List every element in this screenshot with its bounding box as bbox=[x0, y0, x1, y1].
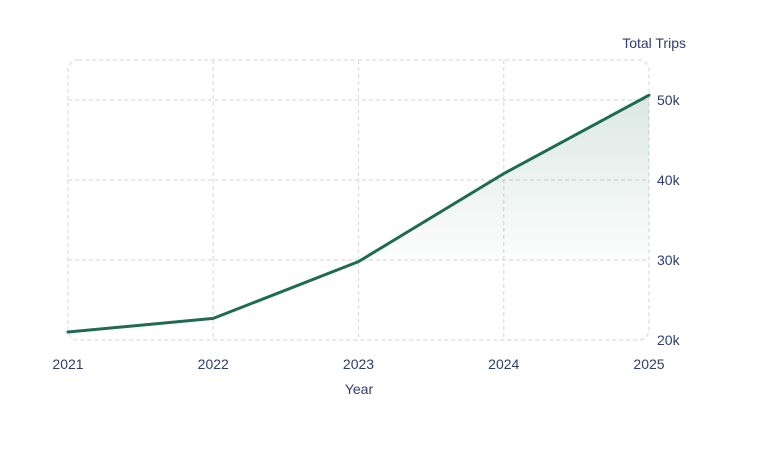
y-tick-label: 30k bbox=[657, 252, 681, 268]
x-tick-label: 2021 bbox=[52, 356, 83, 372]
y-tick-label: 40k bbox=[657, 172, 681, 188]
series-line bbox=[66, 93, 651, 334]
y-tick-label: 50k bbox=[657, 92, 681, 108]
x-tick-label: 2023 bbox=[343, 356, 374, 372]
x-axis-ticks: 2021 2022 2023 2024 2025 bbox=[52, 356, 664, 372]
x-tick-label: 2024 bbox=[488, 356, 519, 372]
x-tick-label: 2022 bbox=[198, 356, 229, 372]
y-axis-ticks: 20k 30k 40k 50k bbox=[657, 92, 681, 348]
x-tick-label: 2025 bbox=[633, 356, 664, 372]
y-tick-label: 20k bbox=[657, 332, 681, 348]
x-axis-title: Year bbox=[345, 381, 374, 397]
shaded-area bbox=[358, 95, 649, 262]
y-axis-title: Total Trips bbox=[622, 35, 686, 51]
